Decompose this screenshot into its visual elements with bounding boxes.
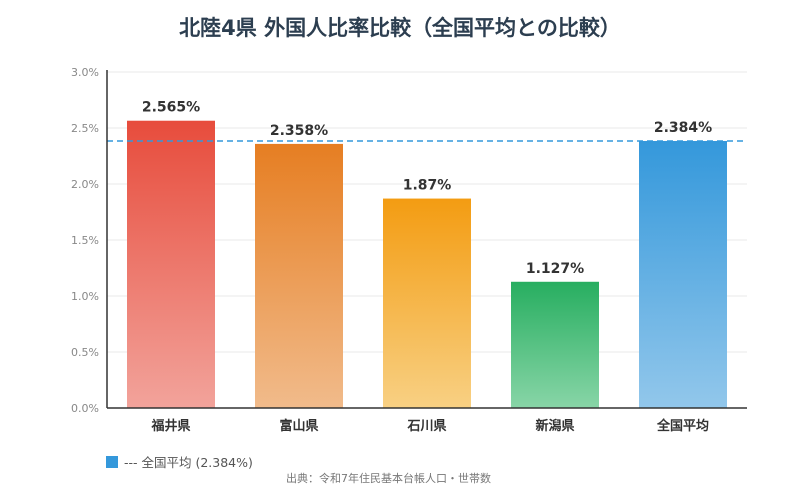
- x-tick-label: 富山県: [279, 418, 318, 434]
- y-tick-label: 0.0%: [71, 402, 99, 415]
- data-label: 1.127%: [526, 261, 584, 277]
- data-label: 2.565%: [142, 100, 200, 116]
- data-label: 2.358%: [270, 123, 328, 139]
- y-tick-label: 1.5%: [71, 234, 99, 247]
- bar: [639, 140, 727, 408]
- y-tick-label: 2.5%: [71, 122, 99, 135]
- source-note: 出典：令和7年住民基本台帳人口・世帯数: [286, 472, 491, 485]
- bar: [127, 120, 215, 408]
- data-label: 1.87%: [403, 178, 452, 194]
- legend-label: --- 全国平均 (2.384%): [124, 455, 253, 470]
- y-tick-label: 0.5%: [71, 346, 99, 359]
- y-tick-label: 2.0%: [71, 178, 99, 191]
- y-tick-label: 1.0%: [71, 290, 99, 303]
- bar: [255, 143, 343, 409]
- chart-title: 北陸4県 外国人比率比較（全国平均との比較）: [179, 16, 621, 40]
- bar: [511, 281, 599, 408]
- x-tick-label: 全国平均: [656, 418, 709, 434]
- legend-swatch: [106, 455, 118, 468]
- data-label: 2.384%: [654, 120, 712, 136]
- bar: [383, 198, 471, 408]
- x-tick-label: 石川県: [406, 419, 446, 434]
- y-tick-label: 3.0%: [71, 66, 99, 79]
- legend: --- 全国平均 (2.384%): [106, 452, 253, 471]
- x-tick-label: 新潟県: [535, 418, 574, 434]
- x-tick-label: 福井県: [150, 418, 190, 434]
